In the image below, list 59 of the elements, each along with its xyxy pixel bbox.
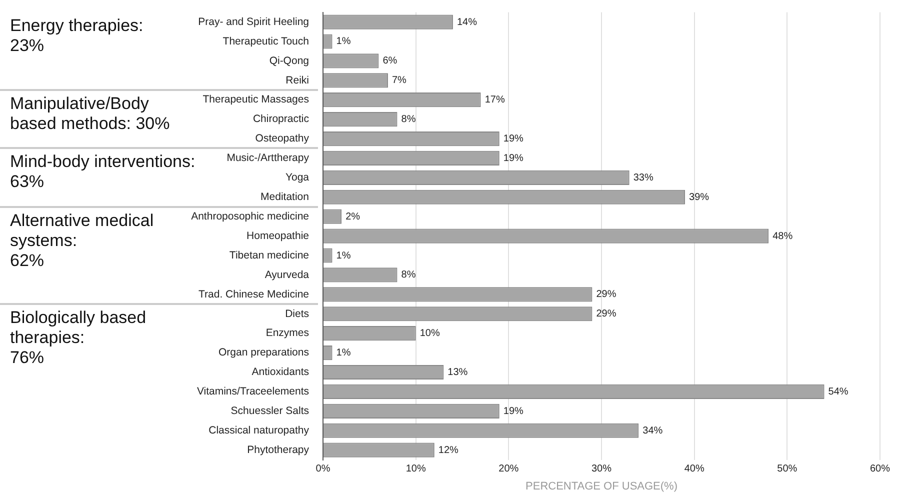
data-label: 17% [484, 94, 505, 106]
data-label: 33% [633, 172, 654, 184]
data-label: 13% [448, 366, 468, 378]
data-label: 8% [401, 114, 416, 126]
data-label: 1% [336, 36, 351, 48]
data-label: 8% [401, 270, 416, 281]
text: Biologically based therapies: 76% [10, 308, 146, 368]
data-label: 54% [828, 386, 848, 398]
y-tick-label: Organ preparations [218, 346, 309, 359]
x-tick-label: 60% [870, 464, 890, 475]
y-tick-label: Classical naturopathy [208, 424, 310, 437]
data-label: 19% [503, 406, 524, 417]
data-label: 19% [503, 134, 524, 145]
data-label: 14% [456, 16, 478, 28]
y-tick-label: Pray- and Spirit Heeling [198, 16, 310, 28]
y-tick-label: Ayurveda [264, 268, 310, 281]
x-tick-label: 0% [316, 464, 330, 475]
text: Alternative medical systems: 62% [10, 210, 154, 271]
y-tick-label: Therapeutic Touch [222, 35, 310, 48]
y-tick-label: Homeopathie [246, 230, 310, 242]
y-tick-label: Diets [285, 308, 309, 320]
y-tick-label: Enzymes [266, 327, 309, 340]
x-tick-label: 40% [684, 464, 704, 475]
data-label: 1% [336, 250, 351, 262]
y-tick-label: Phytotherapy [247, 444, 310, 456]
data-label: 2% [346, 211, 360, 222]
y-tick-label: Antioxidants [252, 366, 309, 378]
text: Manipulative/Body based methods: 30% [10, 94, 170, 134]
data-label: 6% [382, 56, 398, 67]
y-tick-label: Music-/Arttherapy [226, 152, 310, 164]
y-tick-label: Yoga [285, 172, 310, 184]
y-tick-label: Schuessler Salts [230, 405, 309, 418]
text: Energy therapies: 23% [10, 16, 144, 56]
x-tick-label: 20% [498, 464, 519, 475]
y-tick-label: Qi-Qong [269, 54, 310, 67]
y-tick-label: Therapeutic Massages [202, 94, 309, 106]
data-label: 29% [596, 308, 616, 320]
data-label: 34% [642, 425, 663, 436]
data-label: 7% [392, 75, 407, 86]
data-label: 29% [596, 289, 616, 300]
x-tick-label: 50% [777, 464, 798, 475]
y-tick-label: Meditation [260, 191, 310, 204]
text: Mind-body interventions: 63% [10, 152, 196, 192]
x-axis-title: PERCENTAGE OF USAGE(%) [526, 480, 678, 492]
x-tick-label: 30% [591, 464, 612, 475]
y-tick-label: Trad. Chinese Medicine [198, 288, 310, 300]
y-tick-label: Reiki [286, 74, 309, 86]
data-label: 1% [336, 348, 351, 359]
y-tick-label: Tibetan medicine [229, 249, 310, 262]
data-label: 10% [420, 328, 440, 340]
y-tick-label: Chiropractic [252, 113, 309, 126]
y-tick-label: Vitamins/Traceelements [196, 386, 309, 398]
y-tick-label: Anthroposophic medicine [191, 210, 310, 222]
y-tick-label: Osteopathy [255, 132, 310, 145]
x-tick-label: 10% [406, 464, 426, 475]
data-label: 48% [772, 230, 793, 242]
data-label: 12% [438, 444, 459, 456]
data-label: 19% [503, 152, 524, 164]
data-label: 39% [689, 192, 710, 203]
